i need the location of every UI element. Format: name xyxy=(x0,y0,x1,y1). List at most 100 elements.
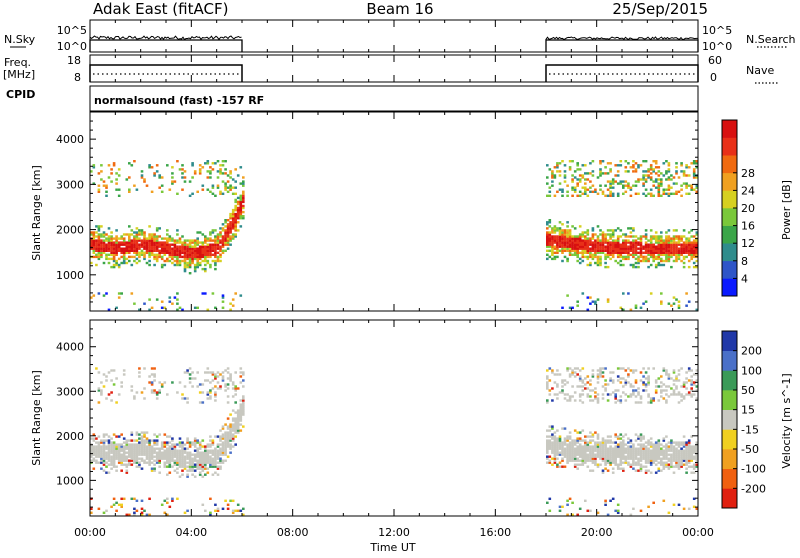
echo-cell xyxy=(209,237,212,240)
echo-cell xyxy=(677,445,681,448)
echo-cell xyxy=(107,241,111,244)
echo-cell xyxy=(589,263,592,267)
echo-cell xyxy=(221,461,225,464)
echo-cell xyxy=(647,453,650,456)
echo-cell xyxy=(231,437,235,440)
echo-cell xyxy=(586,465,590,468)
echo-cell xyxy=(234,389,237,392)
echo-cell xyxy=(239,206,243,210)
echo-cell xyxy=(553,455,557,458)
echo-cell xyxy=(563,176,567,179)
echo-cell xyxy=(695,453,699,456)
echo-cell xyxy=(614,239,617,242)
echo-cell xyxy=(236,509,240,512)
echo-cell xyxy=(122,369,126,372)
echo-cell xyxy=(677,443,681,446)
echo-cell xyxy=(120,457,123,460)
echo-cell xyxy=(551,441,554,444)
echo-cell xyxy=(586,387,590,390)
colorbar-segment xyxy=(722,409,737,430)
echo-cell xyxy=(546,243,549,246)
echo-cell xyxy=(206,449,210,452)
echo-cell xyxy=(198,245,202,248)
echo-cell xyxy=(690,447,693,450)
echo-cell xyxy=(201,253,205,256)
echo-cell xyxy=(578,445,582,448)
echo-cell xyxy=(211,253,215,256)
echo-cell xyxy=(226,507,230,510)
echo-cell xyxy=(556,249,559,252)
echo-cell xyxy=(566,259,569,263)
echo-cell xyxy=(553,257,557,261)
echo-cell xyxy=(173,243,177,246)
echo-cell xyxy=(117,443,121,446)
echo-cell xyxy=(548,235,552,238)
echo-cell xyxy=(642,176,645,179)
echo-cell xyxy=(196,255,199,259)
freq-series xyxy=(89,55,699,82)
echo-cell xyxy=(644,471,648,474)
echo-cell xyxy=(188,457,192,460)
echo-cell xyxy=(670,453,673,456)
echo-cell xyxy=(107,441,111,444)
echo-cell xyxy=(634,265,638,269)
echo-cell xyxy=(214,253,217,256)
echo-cell xyxy=(176,245,179,248)
echo-cell xyxy=(672,393,676,396)
echo-cell xyxy=(236,215,240,218)
echo-cell xyxy=(654,180,658,183)
echo-cell xyxy=(682,451,686,454)
echo-cell xyxy=(649,292,653,295)
echo-cell xyxy=(155,453,159,456)
echo-cell xyxy=(614,457,617,460)
echo-cell xyxy=(198,441,202,444)
echo-cell xyxy=(558,249,562,252)
echo-cell xyxy=(637,259,640,263)
echo-cell xyxy=(594,455,597,458)
echo-cell xyxy=(690,369,693,372)
echo-cell xyxy=(102,247,106,250)
echo-cell xyxy=(188,463,192,466)
echo-cell xyxy=(566,461,569,464)
echo-cell xyxy=(160,176,164,179)
echo-cell xyxy=(181,259,184,263)
echo-cell xyxy=(196,257,199,261)
echo-cell xyxy=(198,459,202,462)
echo-cell xyxy=(601,239,605,242)
echo-cell xyxy=(695,251,699,254)
echo-cell xyxy=(242,397,245,400)
echo-cell xyxy=(229,188,232,191)
echo-cell xyxy=(685,174,688,177)
echo-cell xyxy=(581,192,585,195)
echo-cell xyxy=(214,447,217,450)
echo-cell xyxy=(117,241,121,244)
echo-cell xyxy=(573,235,577,238)
echo-cell xyxy=(95,225,98,228)
echo-cell xyxy=(115,241,118,244)
echo-cell xyxy=(115,453,118,456)
echo-cell xyxy=(695,184,699,187)
echo-cell xyxy=(589,395,592,398)
echo-cell xyxy=(117,243,121,246)
velocity-panel-bg xyxy=(90,320,698,516)
echo-cell xyxy=(239,210,243,214)
echo-cell xyxy=(690,257,693,261)
echo-cell xyxy=(599,172,602,175)
echo-cell xyxy=(206,239,210,242)
echo-cell xyxy=(639,463,643,466)
echo-cell xyxy=(611,447,615,450)
echo-cell xyxy=(556,229,559,232)
echo-cell xyxy=(639,245,643,248)
echo-cell xyxy=(176,455,179,458)
echo-cell xyxy=(665,457,668,460)
echo-cell xyxy=(148,375,151,378)
echo-cell xyxy=(168,239,172,242)
echo-cell xyxy=(566,229,569,232)
echo-cell xyxy=(219,457,222,460)
echo-cell xyxy=(616,449,620,452)
echo-cell xyxy=(226,190,230,193)
echo-cell xyxy=(649,164,653,167)
echo-cell xyxy=(589,247,592,250)
echo-cell xyxy=(239,403,243,406)
echo-cell xyxy=(647,257,650,261)
